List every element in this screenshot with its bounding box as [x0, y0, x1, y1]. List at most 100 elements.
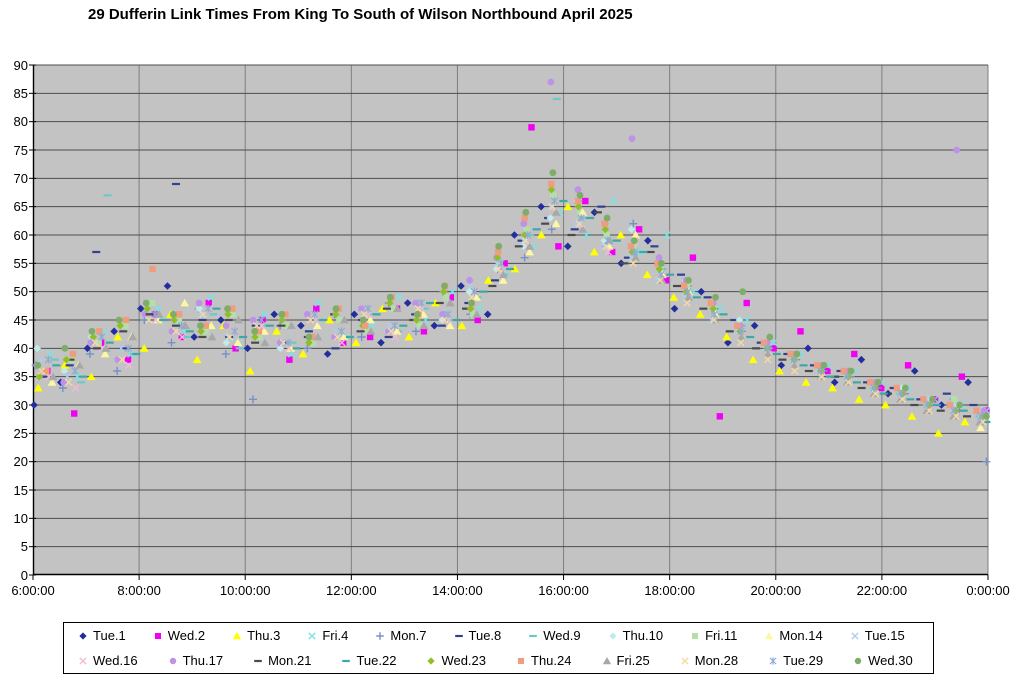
legend-label: Thu.24: [531, 653, 572, 668]
data-point: [278, 316, 286, 324]
data-point: [298, 349, 308, 358]
legend-label: Mon.7: [390, 628, 427, 643]
data-point: [670, 304, 679, 313]
dash-marker-icon: [454, 634, 463, 637]
data-point: [980, 407, 988, 415]
data-point: [469, 311, 477, 318]
data-point: [631, 253, 641, 262]
data-point: [770, 338, 778, 347]
data-point: [630, 237, 638, 245]
data-point: [707, 299, 714, 307]
data-point: [510, 264, 520, 273]
data-point: [576, 191, 584, 199]
data-point: [574, 186, 582, 194]
data-point: [689, 254, 697, 261]
legend-item: Tue.29: [766, 653, 823, 668]
data-point: [333, 333, 342, 341]
data-point: [303, 344, 312, 353]
legend-label: Fri.11: [705, 628, 738, 643]
dash-marker-icon: [254, 659, 262, 662]
data-point: [445, 321, 455, 330]
data-point: [234, 315, 243, 324]
legend-item: Mon.14: [762, 628, 823, 643]
data-point: [874, 378, 882, 386]
y-axis-label: 10: [13, 510, 28, 526]
data-point: [817, 367, 825, 375]
data-point: [616, 230, 626, 239]
data-point: [255, 328, 263, 335]
data-point: [287, 321, 296, 330]
data-point: [62, 355, 71, 364]
data-point: [272, 327, 281, 335]
data-point: [419, 321, 429, 330]
dash-marker-icon: [342, 659, 351, 662]
data-point: [790, 367, 799, 375]
data-point: [143, 304, 151, 313]
data-point: [312, 321, 322, 330]
legend-item: Tue.1: [76, 628, 126, 643]
data-point: [232, 345, 239, 352]
data-point: [101, 344, 111, 352]
data-point: [901, 384, 909, 392]
data-point: [177, 321, 186, 330]
legend-item: Fri.4: [305, 628, 348, 643]
data-point: [412, 316, 421, 324]
data-point: [178, 333, 186, 341]
data-point: [221, 350, 230, 358]
x-axis-label: 6:00:00: [11, 583, 55, 598]
data-point: [790, 361, 799, 369]
data-point: [750, 321, 759, 330]
data-point: [820, 361, 828, 369]
data-point: [843, 372, 852, 381]
data-point: [337, 327, 346, 336]
data-point: [366, 327, 376, 335]
data-point: [332, 305, 340, 313]
legend-label: Tue.8: [468, 628, 502, 643]
data-point: [828, 383, 837, 392]
data-point: [395, 293, 403, 302]
data-point: [245, 366, 255, 375]
data-point: [270, 310, 279, 319]
data-point: [662, 277, 670, 284]
data-point: [716, 304, 725, 313]
data-point: [314, 299, 323, 307]
data-point: [801, 378, 811, 386]
legend-row-2: Wed.16 Thu.17 Mon.21 Tue.22 Wed.23 Thu.24 Fri.…: [64, 648, 933, 673]
data-point: [528, 124, 535, 131]
data-point: [685, 276, 692, 284]
data-point: [222, 322, 230, 330]
data-point: [217, 316, 225, 324]
data-point: [257, 316, 266, 324]
data-point: [411, 327, 420, 336]
legend-label: Wed.30: [868, 653, 913, 668]
legend-label: Wed.9: [543, 628, 581, 643]
data-point: [682, 287, 691, 296]
y-axis-label: 80: [13, 114, 28, 130]
data-point: [47, 378, 57, 386]
data-point: [547, 225, 556, 234]
data-point: [642, 270, 652, 279]
y-axis-label: 45: [13, 312, 28, 328]
legend-item: Thu.17: [166, 653, 223, 668]
data-point: [43, 367, 50, 375]
data-point: [357, 333, 366, 341]
data-point: [743, 316, 751, 324]
data-point: [366, 315, 375, 324]
data-point: [466, 304, 475, 313]
legend-label: Fri.4: [322, 628, 349, 643]
data-point: [644, 236, 652, 245]
data-point: [122, 316, 130, 324]
data-point: [170, 316, 178, 324]
data-point: [385, 299, 394, 307]
legend-label: Mon.28: [694, 653, 739, 668]
legend-item: Thu.10: [606, 628, 663, 643]
data-point: [760, 339, 768, 346]
data-point: [229, 311, 236, 318]
data-point: [358, 305, 365, 313]
data-point: [973, 407, 980, 414]
data-point: [430, 321, 439, 330]
data-point: [601, 220, 608, 227]
data-point: [251, 333, 259, 341]
data-point: [95, 339, 102, 346]
data-point: [854, 395, 864, 403]
